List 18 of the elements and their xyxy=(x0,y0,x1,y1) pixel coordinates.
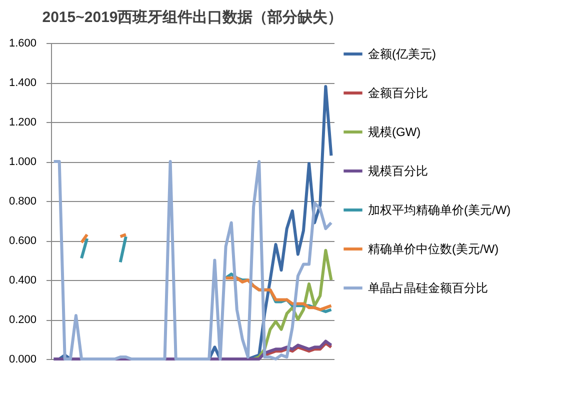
legend-label: 加权平均精确单价(美元/W) xyxy=(368,203,511,217)
y-tick-label: 0.800 xyxy=(8,196,36,208)
legend-label: 金额百分比 xyxy=(368,86,428,100)
legend-label: 金额(亿美元) xyxy=(368,47,436,61)
y-tick-label: 0.400 xyxy=(8,274,36,286)
line-series xyxy=(252,248,333,360)
y-tick-label: 1.200 xyxy=(8,116,36,128)
y-tick-label: 1.400 xyxy=(8,77,36,89)
legend-label: 规模(GW) xyxy=(368,125,421,139)
legend-label: 精确单价中位数(美元/W) xyxy=(368,242,499,256)
y-tick-label: 0.600 xyxy=(8,235,36,247)
y-tick-label: 0.000 xyxy=(8,354,36,366)
legend-label: 规模百分比 xyxy=(368,164,428,178)
y-tick-label: 1.600 xyxy=(8,38,36,50)
y-tick-label: 1.000 xyxy=(8,156,36,168)
legend-label: 单晶占晶硅金额百分比 xyxy=(368,281,488,295)
y-tick-label: 0.200 xyxy=(8,314,36,326)
chart-title: 2015~2019西班牙组件出口数据（部分缺失） xyxy=(42,8,343,26)
